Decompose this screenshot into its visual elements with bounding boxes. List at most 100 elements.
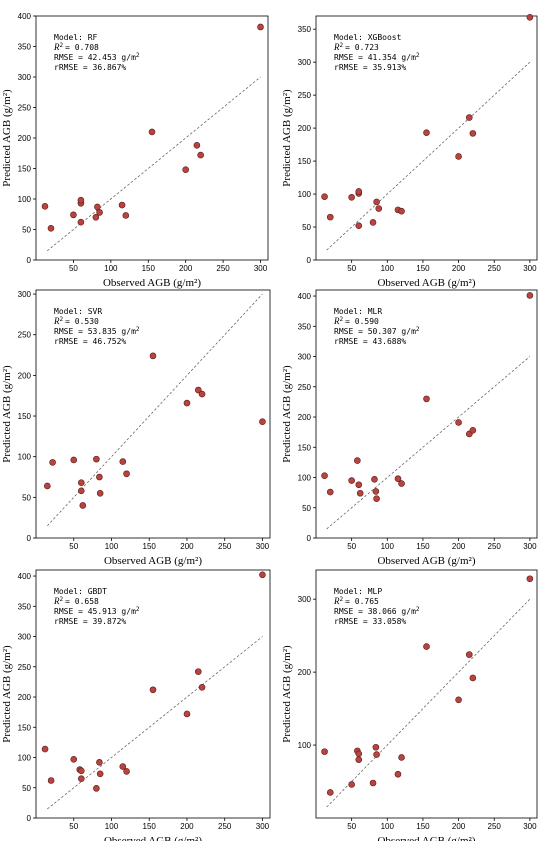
data-point [183, 399, 191, 407]
data-point [355, 481, 363, 489]
stats-rrmse: rRMSE = 33.058% [334, 617, 406, 626]
x-tick-label: 250 [218, 822, 232, 831]
x-axis-title: Observed AGB (g/m²) [104, 555, 202, 567]
stats-r2: R2 = 0.765 [333, 596, 379, 606]
plot-frame [35, 569, 271, 819]
stats-rmse: RMSE = 50.307 g/m2 [334, 326, 420, 336]
data-point [122, 212, 130, 219]
data-point [398, 207, 405, 215]
data-point [355, 188, 363, 195]
data-point [321, 748, 328, 755]
data-point [198, 684, 206, 691]
y-tick-label: 250 [18, 331, 32, 340]
data-point [49, 459, 56, 466]
x-tick-label: 200 [452, 822, 466, 831]
y-tick-label: 300 [298, 58, 312, 67]
y-tick-label: 50 [22, 784, 31, 793]
data-point [77, 479, 85, 487]
data-point [259, 418, 266, 426]
x-tick-label: 250 [218, 542, 232, 551]
y-tick-label: 0 [27, 534, 32, 543]
stats-r2: R2 = 0.590 [333, 316, 379, 326]
data-point [70, 456, 78, 464]
data-point [355, 222, 363, 230]
data-point [123, 470, 130, 478]
stats-rrmse: rRMSE = 39.872% [54, 617, 126, 626]
y-tick-label: 350 [18, 43, 32, 52]
x-axis-title: Observed AGB (g/m²) [377, 555, 475, 567]
y-tick-label: 250 [298, 383, 312, 392]
y-tick-label: 50 [302, 223, 311, 232]
y-tick-label: 200 [298, 668, 312, 677]
data-point [373, 495, 380, 502]
x-tick-label: 150 [142, 264, 156, 273]
y-tick-label: 250 [18, 663, 32, 672]
data-point [47, 777, 55, 784]
data-point [77, 775, 85, 782]
data-point [355, 756, 363, 763]
x-tick-label: 100 [105, 542, 119, 551]
x-tick-label: 300 [256, 542, 270, 551]
data-point [257, 23, 264, 31]
y-tick-label: 400 [18, 12, 32, 21]
stats-rmse: RMSE = 53.835 g/m2 [54, 326, 140, 336]
data-point [119, 763, 127, 770]
data-point [41, 745, 49, 753]
y-tick-label: 300 [298, 353, 312, 362]
y-tick-label: 400 [18, 572, 32, 581]
data-point [348, 781, 355, 788]
y-tick-label: 150 [18, 723, 32, 732]
x-tick-label: 50 [69, 542, 78, 551]
stats-model: Model: MLP [334, 587, 382, 596]
x-axis-title: Observed AGB (g/m²) [377, 835, 475, 841]
data-point [465, 114, 473, 121]
stats-r2: R2 = 0.658 [53, 596, 99, 606]
stats-r2: R2 = 0.723 [333, 42, 379, 52]
y-tick-label: 300 [298, 595, 312, 604]
data-point [526, 14, 534, 21]
y-tick-label: 150 [18, 412, 32, 421]
x-tick-label: 200 [179, 264, 193, 273]
y-tick-label: 200 [298, 413, 312, 422]
data-point [398, 480, 405, 487]
data-point [372, 743, 380, 751]
stats-model: Model: MLR [334, 307, 382, 316]
x-tick-label: 250 [216, 264, 230, 273]
y-tick-label: 250 [298, 91, 312, 100]
data-point [149, 352, 157, 360]
data-point [455, 696, 462, 704]
data-point [375, 205, 383, 212]
data-point [183, 710, 191, 718]
data-point [356, 489, 364, 497]
data-point [326, 789, 334, 796]
data-point [47, 224, 55, 232]
x-tick-label: 150 [416, 822, 430, 831]
data-point [469, 130, 477, 137]
data-point [194, 386, 202, 394]
data-point [373, 751, 380, 758]
data-point [348, 477, 355, 484]
data-point [394, 770, 402, 778]
data-point [526, 292, 534, 299]
y-tick-label: 0 [307, 534, 312, 543]
data-point [526, 575, 534, 583]
data-point [96, 759, 103, 766]
data-point [96, 473, 103, 481]
y-tick-label: 300 [18, 633, 32, 642]
data-point [469, 674, 477, 682]
data-point [371, 476, 378, 483]
x-tick-label: 50 [347, 542, 356, 551]
data-point [369, 219, 377, 226]
x-tick-label: 300 [254, 264, 268, 273]
data-point [92, 214, 100, 221]
y-tick-label: 350 [18, 602, 32, 611]
x-tick-label: 300 [523, 264, 537, 273]
x-tick-label: 250 [488, 542, 502, 551]
y-tick-label: 250 [18, 104, 32, 113]
stats-model: Model: RF [54, 33, 98, 42]
stats-rrmse: rRMSE = 43.688% [334, 337, 406, 346]
x-tick-label: 150 [143, 542, 157, 551]
